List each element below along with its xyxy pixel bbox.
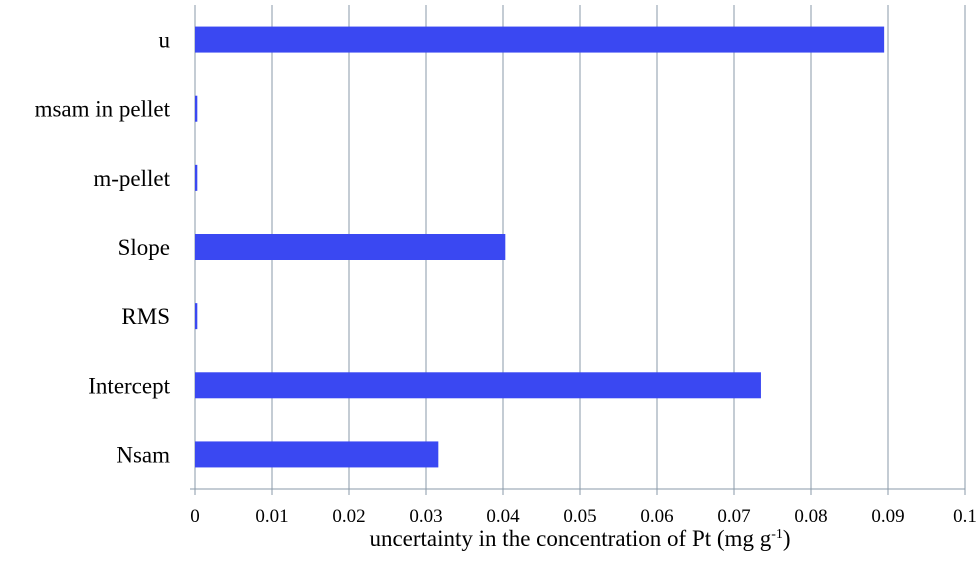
x-tick-labels: 0 0.01 0.02 0.03 0.04 0.05 0.06 0.07 0.08 0.09 0.1	[190, 506, 977, 527]
x-tick-label: 0.08	[794, 506, 827, 527]
category-label: RMS	[121, 304, 170, 329]
bar	[195, 303, 198, 330]
x-tick-label: 0.06	[640, 506, 673, 527]
x-tick-label: 0	[190, 506, 200, 527]
x-tick-label: 0.09	[871, 506, 904, 527]
x-axis-title: uncertainty in the concentration of Pt (…	[195, 526, 965, 552]
bar	[195, 372, 761, 399]
category-label: msam in pellet	[35, 97, 171, 122]
x-axis-title-superscript: -1	[771, 527, 783, 542]
bar	[195, 26, 885, 53]
category-label: Slope	[118, 235, 170, 260]
x-axis-title-text: uncertainty in the concentration of Pt (…	[369, 526, 772, 551]
x-tick-label: 0.04	[486, 506, 520, 527]
category-label: m-pellet	[93, 166, 170, 191]
x-tick-label: 0.02	[332, 506, 365, 527]
x-tick-label: 0.1	[953, 506, 977, 527]
category-label: Nsam	[116, 442, 170, 467]
category-labels: u msam in pellet m-pellet Slope RMS Intercept…	[35, 28, 171, 468]
bars	[195, 26, 885, 468]
bar	[195, 164, 198, 191]
x-tick-label: 0.07	[717, 506, 750, 527]
category-label: Intercept	[88, 373, 170, 398]
x-axis-title-suffix: )	[782, 526, 791, 551]
bar	[195, 234, 506, 260]
bar	[195, 441, 439, 468]
x-tick-label: 0.01	[255, 506, 288, 527]
bar	[195, 95, 198, 122]
x-tick-label: 0.03	[409, 506, 442, 527]
x-tick-label: 0.05	[563, 506, 596, 527]
category-label: u	[159, 28, 171, 53]
